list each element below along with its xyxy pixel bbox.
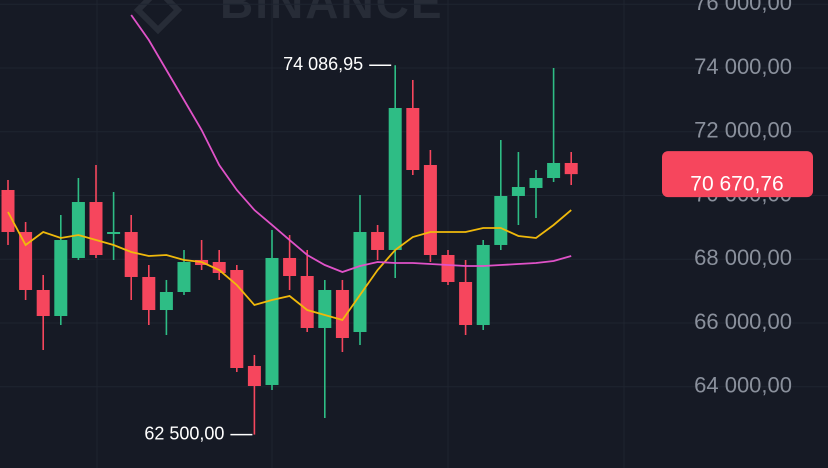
last-price-label: 70 670,76 xyxy=(690,173,783,196)
candle-body xyxy=(494,195,508,245)
candle-body xyxy=(476,244,490,325)
candle-body xyxy=(177,262,191,293)
candle-body xyxy=(318,289,332,328)
y-tick-label: 66 000,00 xyxy=(694,309,792,334)
candle-body xyxy=(547,162,561,179)
candle-body xyxy=(107,232,121,234)
candle-body xyxy=(36,289,50,317)
candle-body xyxy=(247,365,261,387)
moving-average xyxy=(130,14,572,273)
candle-body xyxy=(265,257,279,385)
moving-average xyxy=(7,209,572,322)
y-tick-label: 68 000,00 xyxy=(694,245,792,270)
candle-body xyxy=(406,108,420,171)
watermark-logo xyxy=(133,0,183,35)
candle-body xyxy=(212,262,226,274)
high-label: 74 086,95 xyxy=(283,54,363,74)
low-label: 62 500,00 xyxy=(144,423,224,443)
candle-body xyxy=(441,254,455,282)
candle-body xyxy=(300,275,314,328)
candle-body xyxy=(71,202,85,258)
candle-body xyxy=(159,292,173,311)
candle-body xyxy=(1,189,15,233)
candle-body xyxy=(283,257,297,276)
candle-body xyxy=(353,232,367,333)
candle-body xyxy=(459,281,473,325)
candle-body xyxy=(529,178,543,188)
candle-body xyxy=(511,186,525,196)
candle-body xyxy=(19,232,33,290)
candle-body xyxy=(423,165,437,255)
last-price-badge xyxy=(662,151,813,198)
y-tick-label: 76 000,00 xyxy=(694,0,792,15)
candle-body xyxy=(124,232,138,277)
candle-body xyxy=(371,232,385,250)
candle-body xyxy=(388,108,402,250)
candle-body xyxy=(142,276,156,311)
candle-body xyxy=(564,162,578,175)
logo-shape xyxy=(133,0,183,35)
candle-body xyxy=(230,270,244,368)
y-tick-label: 74 000,00 xyxy=(694,54,792,79)
y-tick-label: 64 000,00 xyxy=(694,373,792,398)
candle-body xyxy=(335,289,349,339)
candle-body xyxy=(89,202,103,255)
y-tick-label: 72 000,00 xyxy=(694,118,792,143)
candle-body xyxy=(54,240,68,317)
